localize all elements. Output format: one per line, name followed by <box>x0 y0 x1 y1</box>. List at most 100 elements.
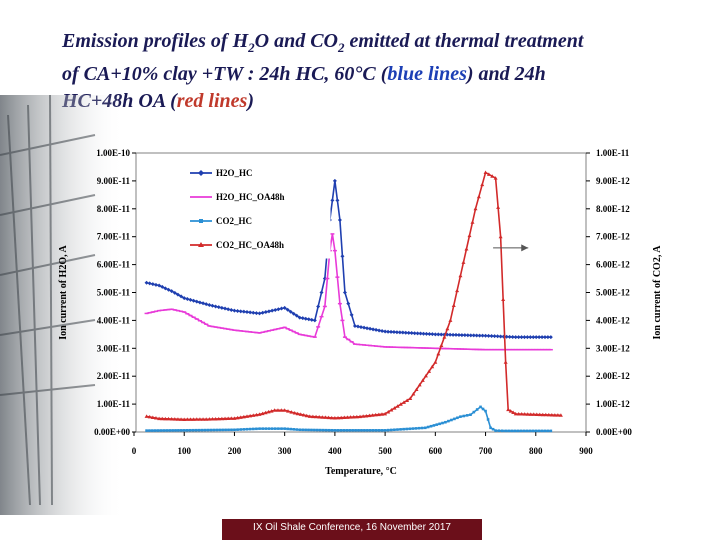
data-point <box>528 335 533 340</box>
data-point <box>365 326 370 331</box>
data-point <box>433 332 438 337</box>
data-point <box>327 428 331 432</box>
data-point <box>531 412 536 416</box>
data-point <box>483 333 488 338</box>
data-point <box>304 428 307 432</box>
data-point <box>342 429 346 432</box>
data-point <box>393 428 396 432</box>
data-point <box>162 429 166 432</box>
data-point <box>330 428 334 432</box>
data-point <box>277 427 280 430</box>
data-point <box>448 332 453 337</box>
data-point <box>500 429 504 433</box>
data-point <box>548 335 553 340</box>
data-point <box>160 284 165 289</box>
data-point <box>412 331 417 336</box>
data-point <box>377 429 381 432</box>
data-point <box>513 429 516 433</box>
data-point <box>465 333 470 338</box>
data-point <box>489 426 492 430</box>
data-point <box>516 411 521 416</box>
data-point <box>394 330 399 335</box>
data-point <box>269 409 274 413</box>
data-point <box>307 428 310 432</box>
data-point <box>204 417 209 421</box>
data-point <box>266 309 271 314</box>
data-point <box>197 300 202 305</box>
right-y-tick-label: 4.00E-12 <box>596 315 630 325</box>
data-point <box>423 373 428 378</box>
data-point <box>258 427 261 430</box>
data-point <box>229 416 234 420</box>
data-point <box>516 335 521 340</box>
right-y-tick-label: 0.00E+00 <box>596 427 632 437</box>
data-point <box>420 426 424 430</box>
data-point <box>323 415 328 419</box>
data-point <box>238 309 243 314</box>
data-point <box>326 415 331 420</box>
data-point <box>442 335 447 339</box>
data-point <box>543 429 547 433</box>
data-point <box>391 330 396 335</box>
data-point <box>245 427 249 431</box>
data-point <box>150 282 155 287</box>
left-y-tick-label: 9.00E-11 <box>97 176 131 186</box>
data-point <box>157 283 162 288</box>
data-point <box>207 417 212 421</box>
data-point <box>429 424 433 428</box>
data-point <box>289 410 294 414</box>
data-point <box>392 406 397 410</box>
data-point <box>506 407 511 412</box>
data-point <box>169 417 174 421</box>
left-y-tick-label: 1.00E-11 <box>97 399 131 409</box>
data-point <box>366 429 369 432</box>
legend-label: H2O_HC_OA48h <box>216 192 285 202</box>
data-point <box>273 427 277 430</box>
data-point <box>179 294 184 299</box>
data-point <box>264 427 268 430</box>
data-point <box>444 420 447 424</box>
data-point <box>349 312 354 317</box>
data-point <box>380 429 384 432</box>
data-point <box>300 316 305 321</box>
data-point <box>494 429 497 432</box>
data-point <box>364 413 369 418</box>
data-point <box>272 408 277 412</box>
data-point <box>454 332 459 337</box>
data-point <box>479 405 482 409</box>
footer-text: IX Oil Shale Conference, 16 November 201… <box>253 522 451 533</box>
data-point <box>336 415 341 420</box>
data-point <box>182 417 187 421</box>
data-point <box>286 427 289 431</box>
data-point <box>405 427 409 431</box>
series-CO2_HC <box>145 405 553 433</box>
data-point <box>160 416 165 421</box>
data-point <box>153 429 157 432</box>
data-point <box>216 416 221 421</box>
data-point <box>537 335 542 340</box>
data-point <box>197 417 202 421</box>
data-point <box>498 234 503 239</box>
left-y-tick-label: 4.00E-11 <box>97 315 131 325</box>
data-point <box>227 428 230 432</box>
data-point <box>445 326 450 331</box>
data-point <box>339 429 343 432</box>
legend-marker <box>198 242 204 247</box>
data-point <box>333 429 337 432</box>
data-point <box>400 330 405 335</box>
data-point <box>389 408 394 412</box>
series-H2O_HC <box>144 178 553 340</box>
data-point <box>292 428 296 431</box>
left-y-tick-label: 8.00E-11 <box>97 204 131 214</box>
data-point <box>335 198 340 203</box>
data-point <box>470 220 475 224</box>
data-point <box>522 335 527 340</box>
data-point <box>386 409 391 414</box>
data-point <box>421 331 426 336</box>
data-point <box>408 396 413 401</box>
data-point <box>312 318 317 323</box>
data-point <box>309 317 314 322</box>
data-point <box>282 305 287 310</box>
data-point <box>510 335 515 340</box>
data-point <box>342 290 347 295</box>
